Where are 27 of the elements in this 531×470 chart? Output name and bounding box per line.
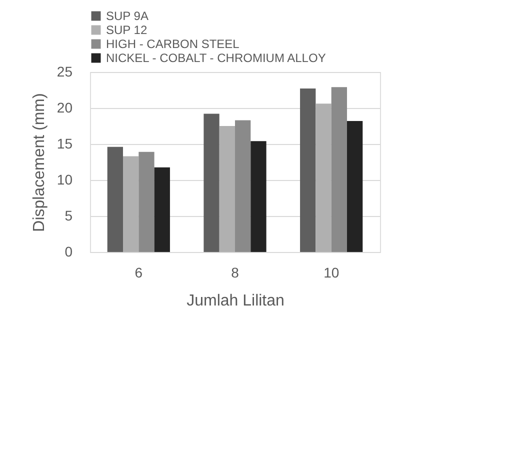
- bar: [154, 167, 170, 252]
- x-axis-title: Jumlah Lilitan: [186, 292, 284, 310]
- y-tick-label: 10: [56, 172, 73, 188]
- bar: [204, 114, 220, 252]
- y-axis-title: Displacement (mm): [30, 93, 48, 232]
- bar: [138, 152, 154, 252]
- legend-label: SUP 9A: [106, 9, 148, 23]
- x-tick-label: 10: [324, 264, 340, 280]
- y-tick-label: 5: [64, 208, 73, 224]
- legend-label: NICKEL - COBALT - CHROMIUM ALLOY: [106, 51, 326, 65]
- bar: [300, 88, 316, 252]
- y-tick-label: 0: [64, 244, 73, 260]
- legend-label: HIGH - CARBON STEEL: [106, 37, 240, 51]
- bar: [347, 120, 363, 252]
- legend-label: SUP 12: [106, 23, 148, 37]
- bar: [123, 156, 139, 252]
- y-tick-label: 25: [56, 64, 73, 80]
- y-tick-label: 20: [56, 100, 73, 116]
- bar: [316, 104, 332, 252]
- x-tick-label: 8: [231, 264, 240, 280]
- bar: [219, 126, 235, 252]
- bar: [107, 146, 123, 252]
- bar: [250, 141, 266, 252]
- bar: [331, 87, 347, 252]
- x-tick-label: 6: [134, 264, 143, 280]
- bar: [235, 120, 251, 252]
- y-tick-label: 15: [56, 136, 73, 152]
